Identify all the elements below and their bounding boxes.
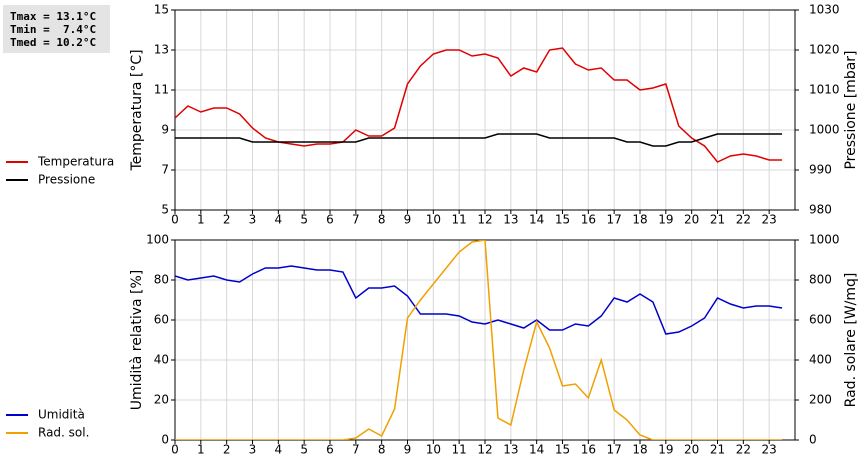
- x-tick-label: 22: [736, 213, 751, 227]
- x-tick-label: 12: [477, 213, 492, 227]
- y-tick-label: 80: [154, 273, 169, 287]
- x-tick-label: 18: [632, 213, 647, 227]
- x-tick-label: 9: [404, 443, 412, 457]
- x-tick-label: 21: [710, 443, 725, 457]
- y2-tick-label: 0: [809, 433, 817, 447]
- x-tick-label: 21: [710, 213, 725, 227]
- y2-tick-label: 800: [809, 273, 832, 287]
- x-tick-label: 8: [378, 443, 386, 457]
- legend-label: Rad. sol.: [38, 426, 89, 440]
- data-line: [175, 240, 783, 440]
- x-tick-label: 4: [275, 443, 283, 457]
- x-tick-label: 0: [171, 213, 179, 227]
- y-tick-label: 15: [154, 3, 169, 17]
- x-tick-label: 6: [326, 213, 334, 227]
- x-tick-label: 19: [658, 213, 673, 227]
- legend-label: Umidità: [38, 408, 85, 422]
- data-line: [175, 265, 783, 335]
- x-tick-label: 20: [684, 443, 699, 457]
- y-tick-label: 60: [154, 313, 169, 327]
- x-tick-label: 1: [197, 443, 205, 457]
- x-tick-label: 3: [249, 213, 257, 227]
- x-tick-label: 19: [658, 443, 673, 457]
- x-tick-label: 13: [503, 213, 518, 227]
- x-tick-label: 23: [762, 443, 777, 457]
- x-tick-label: 18: [632, 443, 647, 457]
- x-tick-label: 22: [736, 443, 751, 457]
- stats-background: [3, 5, 110, 53]
- x-tick-label: 10: [426, 213, 441, 227]
- y2-tick-label: 1000: [809, 233, 840, 247]
- y2-tick-label: 1020: [809, 43, 840, 57]
- x-tick-label: 11: [452, 443, 467, 457]
- x-tick-label: 5: [300, 443, 308, 457]
- data-line: [175, 47, 783, 163]
- legend-label: Pressione: [38, 173, 95, 187]
- stat-line: Tmax = 13.1°C: [10, 10, 96, 23]
- x-tick-label: 9: [404, 213, 412, 227]
- y2-tick-label: 1010: [809, 83, 840, 97]
- x-tick-label: 7: [352, 213, 360, 227]
- y-axis-label: Umidità relativa [%]: [129, 270, 145, 411]
- y-tick-label: 5: [161, 203, 169, 217]
- y2-axis-label: Pressione [mbar]: [843, 50, 859, 169]
- x-tick-label: 8: [378, 213, 386, 227]
- y-tick-label: 20: [154, 393, 169, 407]
- x-tick-label: 20: [684, 213, 699, 227]
- stat-line: Tmed = 10.2°C: [10, 36, 96, 49]
- x-tick-label: 10: [426, 443, 441, 457]
- y-axis-label: Temperatura [°C]: [129, 49, 145, 171]
- x-tick-label: 6: [326, 443, 334, 457]
- x-tick-label: 17: [607, 213, 622, 227]
- y-tick-label: 11: [154, 83, 169, 97]
- y2-tick-label: 1030: [809, 3, 840, 17]
- y-tick-label: 7: [161, 163, 169, 177]
- x-tick-label: 23: [762, 213, 777, 227]
- x-tick-label: 11: [452, 213, 467, 227]
- y-tick-label: 0: [161, 433, 169, 447]
- y2-tick-label: 1000: [809, 123, 840, 137]
- y-tick-label: 40: [154, 353, 169, 367]
- x-tick-label: 17: [607, 443, 622, 457]
- x-tick-label: 15: [555, 213, 570, 227]
- x-tick-label: 16: [581, 213, 596, 227]
- y-tick-label: 9: [161, 123, 169, 137]
- legend-label: Temperatura: [37, 155, 114, 169]
- x-tick-label: 4: [275, 213, 283, 227]
- x-tick-label: 1: [197, 213, 205, 227]
- x-tick-label: 7: [352, 443, 360, 457]
- x-tick-label: 5: [300, 213, 308, 227]
- x-tick-label: 3: [249, 443, 257, 457]
- y2-axis-label: Rad. solare [W/mq]: [843, 273, 859, 408]
- x-tick-label: 2: [223, 213, 231, 227]
- x-tick-label: 2: [223, 443, 231, 457]
- x-tick-label: 14: [529, 213, 544, 227]
- x-tick-label: 16: [581, 443, 596, 457]
- x-tick-label: 12: [477, 443, 492, 457]
- stats-box: Tmax = 13.1°C Tmin = 7.4°C Tmed = 10.2°C: [3, 5, 110, 53]
- y-tick-label: 100: [146, 233, 169, 247]
- stat-line: Tmin = 7.4°C: [10, 23, 96, 36]
- x-tick-label: 15: [555, 443, 570, 457]
- y2-tick-label: 980: [809, 203, 832, 217]
- y2-tick-label: 600: [809, 313, 832, 327]
- x-tick-label: 0: [171, 443, 179, 457]
- y2-tick-label: 200: [809, 393, 832, 407]
- x-tick-label: 14: [529, 443, 544, 457]
- plot-frame: [174, 9, 796, 211]
- y2-tick-label: 990: [809, 163, 832, 177]
- y2-tick-label: 400: [809, 353, 832, 367]
- data-line: [175, 133, 783, 147]
- y-tick-label: 13: [154, 43, 169, 57]
- x-tick-label: 13: [503, 443, 518, 457]
